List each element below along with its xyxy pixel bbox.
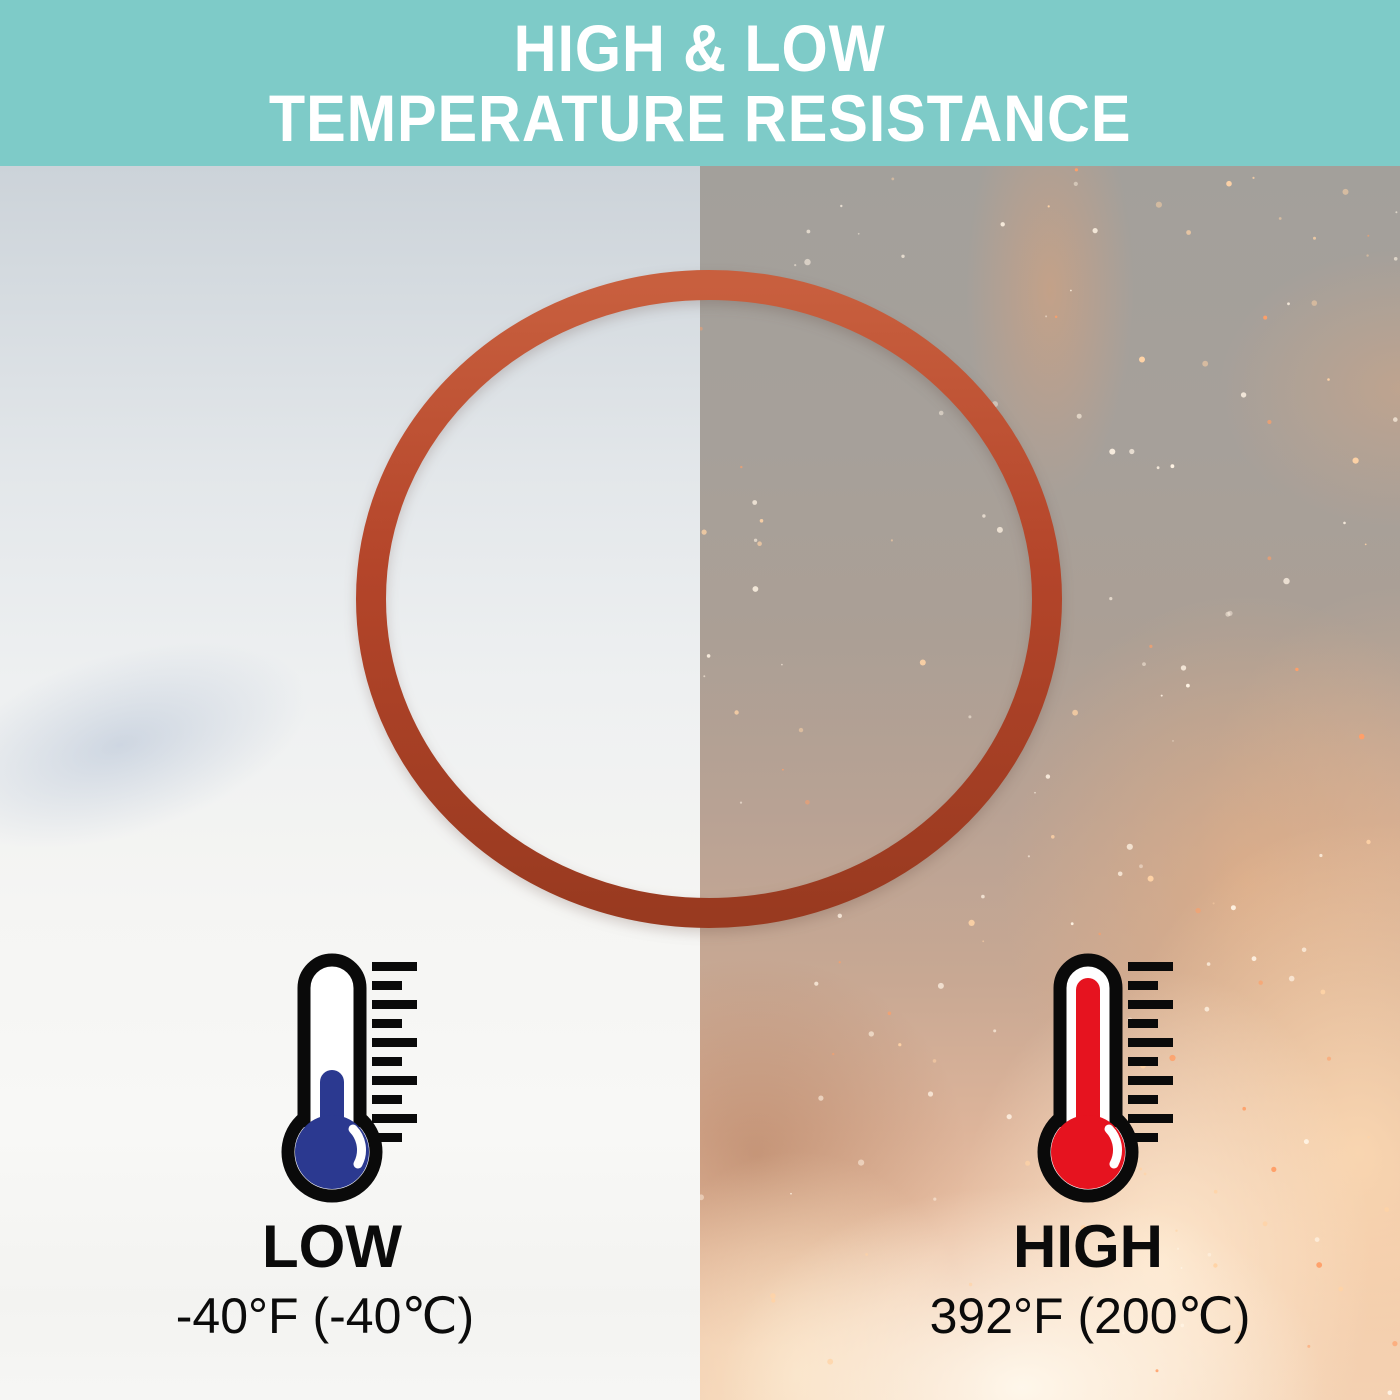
low-value: -40°F (-40℃) [175,1288,475,1344]
o-ring [356,270,1062,928]
fire-sparks [700,168,1398,1396]
title-line-2: TEMPERATURE RESISTANCE [268,81,1132,155]
bulb-highlight [348,1124,366,1169]
thermometer-hot-icon [1037,953,1173,1203]
thermometer-cold-icon [281,953,417,1203]
high-label: HIGH [1013,1213,1163,1280]
mercury-bulb-low [295,1115,369,1189]
bulb-highlight [1104,1124,1122,1169]
thermometer-scale-ticks [372,962,417,1142]
title-banner: HIGH & LOW TEMPERATURE RESISTANCE [0,0,1400,166]
title-line-1: HIGH & LOW [514,11,886,85]
low-label: LOW [262,1213,402,1280]
thermometer-scale-ticks [1128,962,1173,1142]
thermometer-tube [297,953,367,1127]
high-value: 392°F (200℃) [929,1288,1251,1344]
fire-background [700,166,1400,1400]
mercury-bulb-high [1051,1115,1125,1189]
